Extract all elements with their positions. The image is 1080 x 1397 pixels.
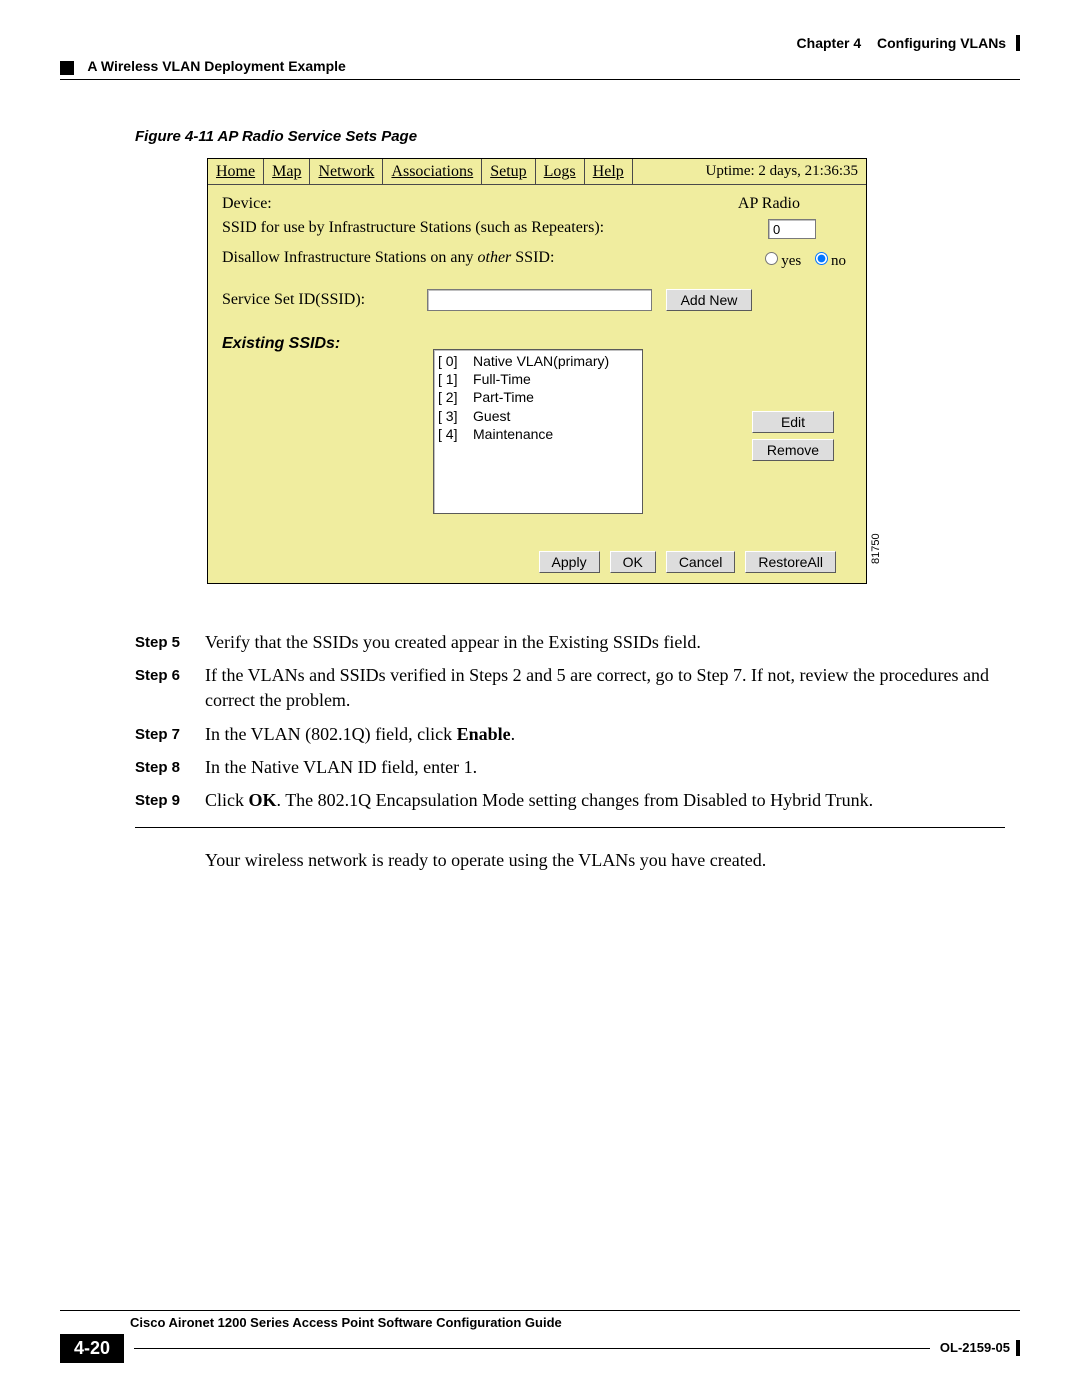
divider [135,827,1005,828]
list-item[interactable]: [ 2] Part-Time [438,388,638,406]
step-label: Step 8 [135,755,205,780]
navbar: Home Map Network Associations Setup Logs… [208,159,866,185]
step-label: Step 7 [135,722,205,747]
infra-ssid-input[interactable] [768,219,816,239]
existing-ssids-listbox[interactable]: [ 0] Native VLAN(primary) [ 1] Full-Time… [433,349,643,514]
nav-logs[interactable]: Logs [536,161,584,183]
header-square-icon [60,61,74,75]
figure-screenshot: Home Map Network Associations Setup Logs… [207,158,867,584]
restore-all-button[interactable]: RestoreAll [745,551,836,573]
list-item[interactable]: [ 3] Guest [438,407,638,425]
device-value: AP Radio [738,195,800,213]
infra-ssid-label: SSID for use by Infrastructure Stations … [222,219,604,236]
footer-guide: Cisco Aironet 1200 Series Access Point S… [130,1315,1020,1330]
uptime-text: Uptime: 2 days, 21:36:35 [698,163,867,180]
page-header: Chapter 4 Configuring VLANs A Wireless V… [60,35,1020,80]
list-item[interactable]: [ 0] Native VLAN(primary) [438,352,638,370]
section-title: A Wireless VLAN Deployment Example [87,58,345,74]
remove-button[interactable]: Remove [752,439,834,461]
step-body: If the VLANs and SSIDs verified in Steps… [205,663,1005,713]
chapter-label: Chapter 4 [797,35,862,51]
footer-bar-icon [1016,1340,1020,1356]
cancel-button[interactable]: Cancel [666,551,736,573]
edit-button[interactable]: Edit [752,411,834,433]
radio-yes-label[interactable]: yes [765,253,801,269]
radio-no-label[interactable]: no [815,253,846,269]
nav-setup[interactable]: Setup [482,161,534,183]
step-body: In the Native VLAN ID field, enter 1. [205,755,1005,780]
figure-caption: Figure 4-11 AP Radio Service Sets Page [135,128,417,145]
ssid-label: Service Set ID(SSID): [222,291,427,309]
list-item[interactable]: [ 4] Maintenance [438,425,638,443]
list-item[interactable]: [ 1] Full-Time [438,370,638,388]
radio-yes[interactable] [765,252,778,265]
disallow-label-b: other [478,249,512,266]
closing-text: Your wireless network is ready to operat… [205,848,1005,873]
nav-help[interactable]: Help [585,161,632,183]
figure-id: 81750 [870,533,882,564]
step-label: Step 9 [135,788,205,813]
steps-section: Step 5 Verify that the SSIDs you created… [135,630,1005,873]
add-new-button[interactable]: Add New [666,289,752,311]
nav-associations[interactable]: Associations [383,161,481,183]
step-body: Verify that the SSIDs you created appear… [205,630,1005,655]
step-body: In the VLAN (802.1Q) field, click Enable… [205,722,1005,747]
ssid-input[interactable] [427,289,652,311]
page-number: 4-20 [60,1334,124,1363]
footer-ol: OL-2159-05 [940,1340,1010,1355]
device-label: Device: [222,195,272,213]
radio-no[interactable] [815,252,828,265]
nav-network[interactable]: Network [310,161,382,183]
step-body: Click OK. The 802.1Q Encapsulation Mode … [205,788,1005,813]
page-footer: Cisco Aironet 1200 Series Access Point S… [60,1310,1020,1363]
ok-button[interactable]: OK [610,551,656,573]
disallow-label-c: SSID: [511,249,554,266]
nav-home[interactable]: Home [208,161,263,183]
apply-button[interactable]: Apply [539,551,600,573]
step-label: Step 5 [135,630,205,655]
nav-map[interactable]: Map [264,161,309,183]
disallow-label-a: Disallow Infrastructure Stations on any [222,249,478,266]
header-bar-icon [1016,35,1020,51]
step-label: Step 6 [135,663,205,713]
chapter-title: Configuring VLANs [877,35,1006,51]
